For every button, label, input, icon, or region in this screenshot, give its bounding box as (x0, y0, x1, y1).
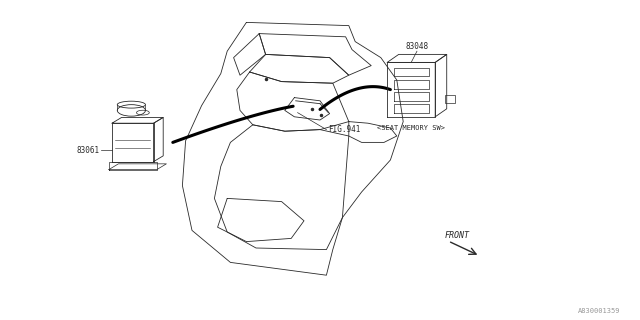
Bar (445, 95, 455, 103)
Text: FRONT: FRONT (445, 231, 470, 240)
Text: 83048: 83048 (405, 42, 429, 51)
Text: FIG.941: FIG.941 (328, 125, 360, 134)
Text: <SEAT MEMORY SW>: <SEAT MEMORY SW> (377, 125, 445, 131)
Text: A830001359: A830001359 (579, 308, 621, 314)
Text: 83061: 83061 (77, 146, 100, 155)
